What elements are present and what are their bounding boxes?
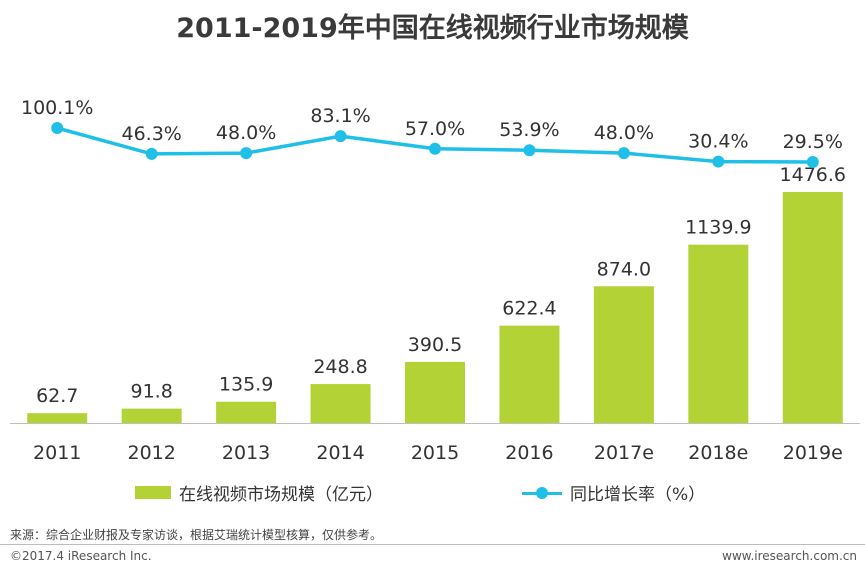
legend-item-bar: 在线视频市场规模（亿元）	[135, 480, 383, 505]
bar-value-label: 248.8	[313, 356, 367, 378]
footer-divider	[0, 544, 865, 545]
growth-point	[806, 156, 819, 168]
bar-value-label: 1476.6	[780, 164, 846, 186]
x-tick-label: 2013	[222, 442, 270, 464]
bar-2011	[27, 413, 88, 423]
legend-bar-swatch	[135, 486, 171, 499]
x-tick-label: 2015	[411, 442, 459, 464]
growth-point	[712, 155, 725, 168]
growth-point	[334, 130, 347, 143]
bar-2013	[216, 401, 277, 423]
bar-2018e	[688, 244, 749, 423]
growth-point	[51, 122, 64, 134]
growth-point	[145, 147, 158, 160]
copyright-text: ©2017.4 iResearch Inc.	[10, 549, 152, 563]
growth-value-label: 46.3%	[121, 123, 181, 145]
bar-2016	[499, 325, 560, 423]
legend-line-swatch	[522, 486, 562, 500]
growth-value-label: 29.5%	[783, 131, 843, 153]
chart-title: 2011-2019年中国在线视频行业市场规模	[176, 13, 689, 44]
growth-value-label: 53.9%	[499, 119, 559, 141]
growth-value-label: 48.0%	[594, 122, 654, 144]
website-text: www.iresearch.com.cn	[722, 549, 857, 563]
bar-value-label: 874.0	[597, 258, 651, 280]
growth-value-label: 48.0%	[216, 122, 276, 144]
bar-2014	[310, 384, 371, 423]
growth-value-label: 57.0%	[405, 118, 465, 140]
x-tick-label: 2012	[127, 442, 175, 464]
legend-bar-label: 在线视频市场规模（亿元）	[179, 485, 383, 505]
x-tick-label: 2014	[316, 442, 364, 464]
source-note: 来源：综合企业财报及专家访谈，根据艾瑞统计模型核算，仅供参考。	[10, 528, 383, 542]
growth-point	[429, 142, 441, 155]
legend-line-label: 同比增长率（%）	[570, 485, 706, 505]
bar-value-label: 91.8	[131, 381, 173, 403]
bar-value-label: 62.7	[36, 385, 78, 407]
legend-item-line: 同比增长率（%）	[522, 480, 705, 505]
x-tick-label: 2011	[33, 442, 81, 464]
bar-value-label: 1139.9	[685, 217, 751, 239]
x-tick-label: 2018e	[688, 442, 748, 464]
growth-point	[523, 144, 536, 157]
bar-2012	[121, 408, 182, 423]
growth-value-label: 30.4%	[688, 131, 748, 153]
bar-2015	[405, 361, 465, 423]
bar-2019e	[782, 192, 843, 423]
growth-point	[240, 147, 253, 160]
chart-plot: 62.7 2011 91.8 2012 135.9 2013 248.8 2014 390.5 2…	[10, 97, 860, 464]
bar-2017e	[593, 286, 654, 423]
x-tick-label: 2016	[505, 442, 553, 464]
x-tick-label: 2017e	[594, 442, 654, 464]
bar-value-label: 135.9	[219, 374, 273, 396]
x-tick-label: 2019e	[783, 442, 843, 464]
growth-value-label: 83.1%	[310, 105, 370, 127]
growth-point	[617, 147, 630, 160]
bar-value-label: 390.5	[408, 334, 462, 356]
bar-value-label: 622.4	[502, 298, 556, 320]
growth-value-label: 100.1%	[21, 97, 93, 119]
